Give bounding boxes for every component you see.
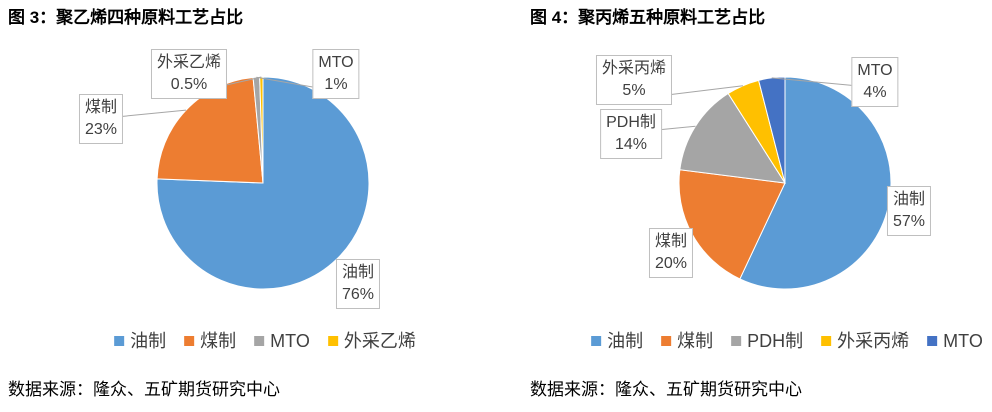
pie-slices	[156, 76, 370, 290]
data-label-1: 煤制 23%	[78, 94, 124, 144]
data-label-percent: 57%	[892, 213, 926, 230]
leader-line-3	[666, 85, 743, 96]
data-label-3: 外采丙烯 5%	[595, 55, 673, 105]
pie-chart-svg	[115, 76, 370, 290]
legend-swatch	[821, 336, 832, 346]
data-label-category: 煤制	[84, 99, 117, 116]
legend-item-4: MTO	[927, 330, 983, 352]
source-note: 数据来源：隆众、五矿期货研究中心	[530, 380, 802, 399]
data-labels: 油制 76% 煤制 23% MTO 1% 外采乙烯 0.5%	[0, 0, 470, 330]
data-label-category: 外采丙烯	[601, 60, 667, 77]
data-label-percent: 23%	[84, 121, 118, 138]
legend-swatch	[327, 336, 338, 346]
chart-legend: 油制 煤制 PDH制 外采丙烯 MTO	[591, 330, 983, 352]
chart-title: 图 4：聚丙烯五种原料工艺占比	[530, 8, 766, 27]
legend-item-1: 煤制	[661, 330, 713, 352]
data-label-percent: 76%	[341, 286, 375, 303]
source-note: 数据来源：隆众、五矿期货研究中心	[8, 380, 280, 399]
pie-slices	[678, 76, 892, 290]
legend-swatch	[731, 336, 742, 346]
pie-slice-1	[156, 76, 264, 184]
legend-label: PDH制	[747, 331, 804, 351]
legend-item-2: MTO	[254, 330, 310, 352]
pie-chart-svg	[656, 76, 892, 290]
leader-line-3	[221, 76, 262, 87]
data-label-category: 外采乙烯	[156, 54, 222, 71]
leader-line-1	[115, 109, 187, 118]
data-label-3: 外采乙烯 0.5%	[150, 49, 228, 99]
data-label-0: 油制 57%	[886, 186, 932, 236]
legend-item-0: 油制	[591, 330, 643, 352]
legend-label: MTO	[270, 331, 310, 351]
data-label-1: 煤制 20%	[648, 228, 694, 278]
legend-swatch	[114, 336, 125, 346]
legend-label: 油制	[607, 331, 644, 351]
data-label-2: PDH制 14%	[600, 109, 662, 159]
chart-panel-polypropylene: 图 4：聚丙烯五种原料工艺占比 油制 57% 煤制 20% PDH制 14% 外采丙烯 5% M…	[522, 0, 992, 412]
data-label-category: 油制	[341, 264, 374, 281]
legend-label: 外采丙烯	[837, 331, 910, 351]
data-label-percent: 4%	[863, 84, 887, 101]
legend-item-3: 外采丙烯	[821, 330, 909, 352]
data-label-percent: 1%	[324, 76, 348, 93]
pie-slice-2	[679, 92, 786, 184]
data-label-category: MTO	[857, 62, 893, 79]
data-label-percent: 14%	[614, 136, 648, 153]
legend-label: MTO	[943, 331, 983, 351]
legend-label: 煤制	[677, 331, 714, 351]
legend-swatch	[254, 336, 265, 346]
legend-label: 外采乙烯	[343, 331, 416, 351]
legend-swatch	[591, 336, 602, 346]
leader-line-2	[656, 125, 696, 131]
data-label-2: MTO 1%	[312, 49, 360, 99]
legend-label: 油制	[130, 331, 167, 351]
data-label-0: 油制 76%	[335, 259, 381, 309]
data-label-percent: 20%	[654, 255, 688, 272]
legend-swatch	[927, 336, 938, 346]
data-label-percent: 0.5%	[170, 76, 208, 93]
data-label-category: 油制	[892, 191, 925, 208]
data-labels: 油制 57% 煤制 20% PDH制 14% 外采丙烯 5% MTO 4%	[522, 0, 992, 330]
data-label-category: 煤制	[654, 233, 687, 250]
legend-item-3: 外采乙烯	[327, 330, 416, 352]
legend-item-0: 油制	[114, 330, 166, 352]
legend-label: 煤制	[200, 331, 237, 351]
chart-title: 图 3：聚乙烯四种原料工艺占比	[8, 8, 244, 27]
data-label-4: MTO 4%	[851, 57, 899, 107]
chart-panel-polyethylene: 图 3：聚乙烯四种原料工艺占比 油制 76% 煤制 23% MTO 1% 外采乙烯 0.5% …	[0, 0, 470, 412]
legend-item-2: PDH制	[731, 330, 803, 352]
data-label-category: MTO	[318, 54, 354, 71]
data-label-category: PDH制	[606, 114, 656, 131]
legend-item-1: 煤制	[184, 330, 236, 352]
data-label-percent: 5%	[622, 82, 646, 99]
legend-swatch	[661, 336, 672, 346]
legend-swatch	[184, 336, 195, 346]
chart-legend: 油制 煤制 MTO 外采乙烯	[114, 330, 416, 352]
